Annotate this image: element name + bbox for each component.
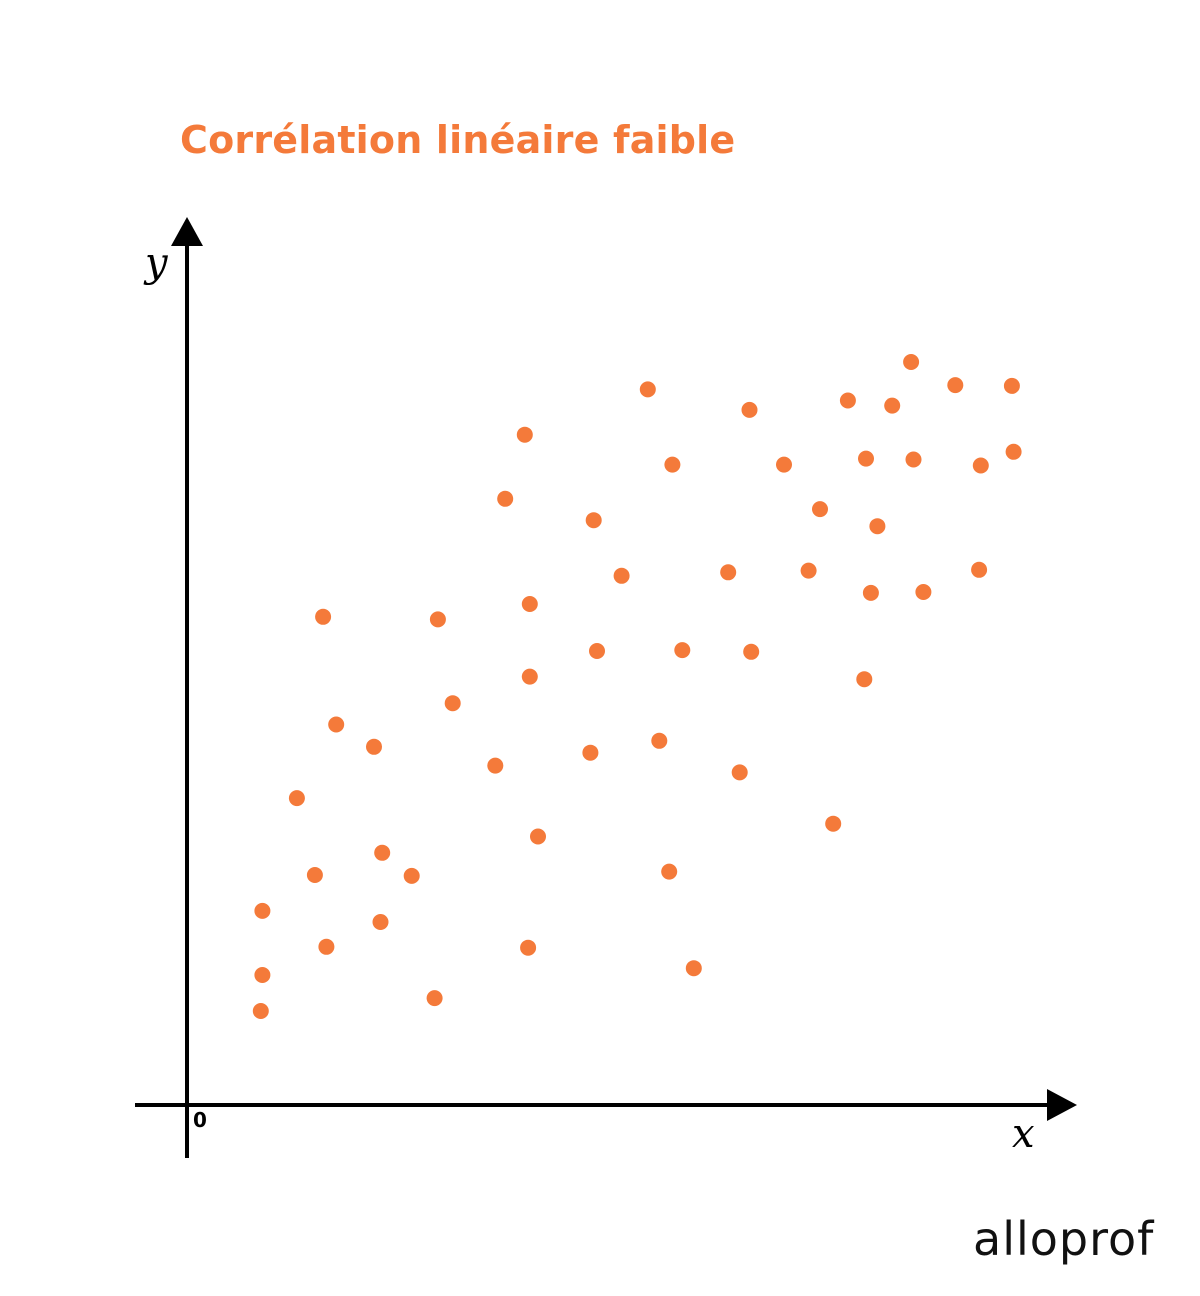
data-point [741,401,758,418]
data-point [613,567,630,584]
y-axis-label: y [143,240,169,286]
data-point [315,608,332,625]
data-point [306,867,323,883]
data-point [731,764,748,781]
data-point [720,564,737,581]
data-points [252,354,1022,1019]
data-point [661,863,678,880]
data-point [862,584,879,601]
data-point [521,668,538,685]
data-point [254,902,271,919]
data-point [825,815,842,832]
data-point [674,642,691,659]
data-point [972,457,989,474]
data-point [403,867,420,884]
data-point [372,914,389,930]
data-point [905,451,922,468]
data-point [585,512,602,529]
data-point [516,426,533,443]
data-point [915,584,932,600]
data-point [743,643,760,660]
data-point [487,757,504,774]
data-point [429,611,446,628]
data-point [444,695,461,712]
data-point [521,596,538,612]
data-point [288,790,305,807]
origin-label: 0 [193,1108,207,1132]
data-point [530,828,546,845]
data-point [520,939,537,956]
data-point [1005,443,1022,460]
data-point [1003,377,1020,394]
data-point [776,456,792,473]
data-point [869,518,886,535]
data-point [366,738,382,755]
data-point [582,744,599,761]
data-point [374,844,391,861]
data-point [856,671,873,688]
data-point [800,562,817,579]
data-point [903,354,920,370]
data-point [839,392,856,409]
data-point [328,716,345,733]
data-point [858,450,874,467]
data-point [589,643,605,659]
data-point [254,967,271,983]
data-point [884,397,901,414]
data-point [947,377,964,394]
data-point [426,990,443,1007]
data-point [812,501,828,518]
data-point [685,960,702,977]
data-point [664,456,681,473]
data-point [971,561,988,578]
alloprof-logo: alloprof [973,1212,1155,1266]
x-axis-arrow [1047,1089,1077,1121]
chart-title: Corrélation linéaire faible [180,118,736,162]
data-point [497,490,514,507]
x-axis-label: x [1012,1111,1035,1157]
data-point [651,732,668,749]
data-point [318,938,335,955]
data-point [252,1003,269,1019]
data-point [639,381,656,398]
y-axis-arrow [171,217,203,246]
